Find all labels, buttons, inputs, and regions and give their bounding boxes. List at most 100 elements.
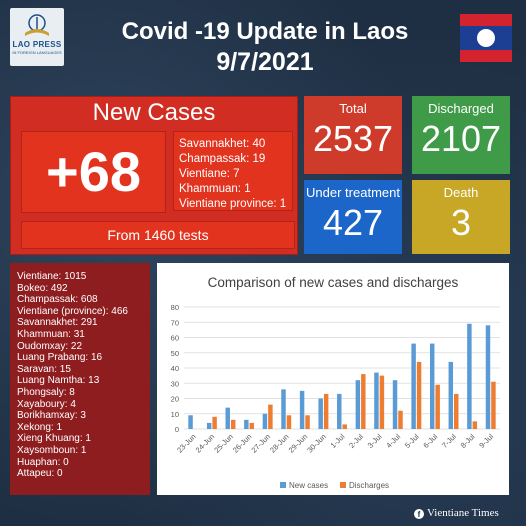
province-totals-list: Vientiane: 1015 Bokeo: 492 Champassak: 608… bbox=[10, 263, 150, 495]
province-total-item: Xayaboury: 4 bbox=[17, 398, 76, 410]
discharged-label: Discharged bbox=[428, 101, 494, 116]
discharges-bar bbox=[323, 393, 329, 429]
new-cases-bar bbox=[188, 415, 193, 429]
y-tick-label: 70 bbox=[171, 318, 179, 327]
x-tick-label: 26-Jun bbox=[231, 432, 254, 455]
y-tick-label: 20 bbox=[171, 395, 179, 404]
province-total-item: Borikhamxay: 3 bbox=[17, 410, 86, 422]
new-cases-bar bbox=[374, 372, 379, 429]
discharges-bar bbox=[491, 381, 496, 429]
discharges-bar bbox=[268, 404, 273, 429]
discharges-bar bbox=[230, 419, 236, 429]
new-cases-bar bbox=[244, 419, 249, 429]
new-cases-bar bbox=[225, 407, 230, 429]
discharges-bar bbox=[212, 416, 217, 429]
province-line: Champassak: 19 bbox=[179, 153, 266, 165]
legend-swatch-new-cases bbox=[280, 482, 286, 488]
discharges-bar bbox=[361, 374, 366, 429]
new-cases-bar bbox=[467, 323, 472, 429]
page-date: 9/7/2021 bbox=[216, 48, 314, 76]
x-tick-label: 6-Jul bbox=[421, 432, 439, 450]
y-tick-label: 30 bbox=[171, 379, 179, 388]
new-cases-panel: New Cases +68 Savannakhet: 40 Champassak… bbox=[10, 96, 298, 255]
total-value: 2537 bbox=[312, 118, 394, 159]
lao-press-logo: LAO PRESS IN FOREIGN LANGUAGES bbox=[10, 8, 64, 66]
under-treatment-card: Under treatment 427 bbox=[304, 180, 402, 254]
province-total-item: Oudomxay: 22 bbox=[17, 340, 83, 352]
y-tick-label: 80 bbox=[171, 303, 179, 312]
new-cases-count: +68 bbox=[21, 131, 166, 213]
discharges-bar bbox=[398, 410, 403, 429]
x-tick-label: 1-Jul bbox=[329, 432, 347, 450]
facebook-icon: f bbox=[414, 509, 424, 519]
total-label: Total bbox=[339, 101, 367, 116]
death-card: Death 3 bbox=[412, 180, 510, 254]
new-cases-bar bbox=[206, 422, 212, 429]
new-cases-bar bbox=[281, 389, 286, 429]
x-tick-label: 5-Jul bbox=[403, 432, 421, 450]
x-tick-label: 29-Jun bbox=[287, 432, 310, 455]
discharges-bar bbox=[472, 421, 478, 429]
total-card: Total 2537 bbox=[304, 96, 402, 174]
new-cases-bar bbox=[448, 361, 454, 429]
x-tick-label: 3-Jul bbox=[366, 432, 384, 450]
province-total-item: Xekong: 1 bbox=[17, 421, 63, 433]
province-line: Savannakhet: 40 bbox=[179, 138, 266, 150]
discharges-bar bbox=[435, 384, 440, 429]
province-total-item: Vientiane: 1015 bbox=[17, 271, 87, 282]
legend-label-new-cases: New cases bbox=[289, 481, 328, 490]
discharges-bar bbox=[305, 415, 310, 429]
book-emblem-icon bbox=[20, 13, 54, 37]
discharges-bar bbox=[286, 415, 292, 429]
discharges-bar bbox=[454, 393, 459, 429]
province-total-item: Attapeu: 0 bbox=[17, 468, 63, 480]
comparison-chart-panel: Comparison of new cases and discharges 0 1… bbox=[157, 263, 509, 495]
x-tick-label: 28-Jun bbox=[268, 432, 291, 455]
legend-swatch-discharges bbox=[340, 482, 346, 488]
discharges-bar bbox=[379, 375, 385, 429]
new-cases-bar bbox=[318, 398, 323, 429]
x-tick-label: 7-Jul bbox=[440, 432, 458, 450]
under-treatment-label: Under treatment bbox=[306, 185, 400, 200]
source-credit: f Vientiane Times bbox=[414, 507, 499, 519]
y-tick-label: 0 bbox=[175, 425, 179, 434]
new-cases-bar bbox=[299, 390, 305, 429]
province-total-item: Savannakhet: 291 bbox=[17, 317, 98, 329]
x-tick-label: 9-Jul bbox=[477, 432, 495, 450]
province-total-item: Xieng Khuang: 1 bbox=[17, 433, 91, 445]
credit-text: Vientiane Times bbox=[427, 507, 499, 519]
logo-name: LAO PRESS bbox=[12, 40, 62, 49]
x-tick-label: 23-Jun bbox=[175, 432, 198, 455]
tests-count: From 1460 tests bbox=[21, 221, 295, 249]
province-total-item: Huaphan: 0 bbox=[17, 456, 69, 468]
new-cases-bar bbox=[485, 325, 491, 429]
province-line: Khammuan: 1 bbox=[179, 183, 251, 195]
x-tick-label: 25-Jun bbox=[212, 432, 235, 455]
x-tick-label: 27-Jun bbox=[249, 432, 272, 455]
province-line: Vientiane: 7 bbox=[179, 168, 240, 180]
province-total-item: Khammuan: 31 bbox=[17, 328, 85, 340]
y-tick-label: 60 bbox=[171, 334, 179, 343]
new-cases-heading: New Cases bbox=[92, 99, 216, 126]
under-treatment-value: 427 bbox=[322, 202, 384, 243]
province-line: Vientiane province: 1 bbox=[179, 198, 287, 210]
new-cases-bar bbox=[262, 413, 268, 429]
discharged-value: 2107 bbox=[420, 118, 502, 159]
discharged-card: Discharged 2107 bbox=[412, 96, 510, 174]
y-tick-label: 50 bbox=[171, 349, 179, 358]
x-tick-label: 8-Jul bbox=[459, 432, 477, 450]
x-tick-label: 4-Jul bbox=[384, 432, 402, 450]
new-cases-bar bbox=[337, 393, 342, 429]
province-total-item: Phongsaly: 8 bbox=[17, 386, 75, 398]
new-cases-provinces: Savannakhet: 40 Champassak: 19 Vientiane… bbox=[173, 131, 293, 211]
new-cases-bar bbox=[429, 343, 435, 429]
x-tick-label: 2-Jul bbox=[347, 432, 365, 450]
province-total-item: Vientiane (province): 466 bbox=[17, 305, 128, 317]
x-tick-label: 24-Jun bbox=[194, 432, 217, 455]
comparison-chart: Comparison of new cases and discharges 0 1… bbox=[171, 275, 500, 490]
death-value: 3 bbox=[450, 202, 472, 243]
laos-flag-icon bbox=[460, 14, 512, 62]
page-title: Covid -19 Update in Laos bbox=[121, 18, 409, 45]
province-total-item: Champassak: 608 bbox=[17, 294, 98, 306]
discharges-bar bbox=[249, 422, 255, 429]
